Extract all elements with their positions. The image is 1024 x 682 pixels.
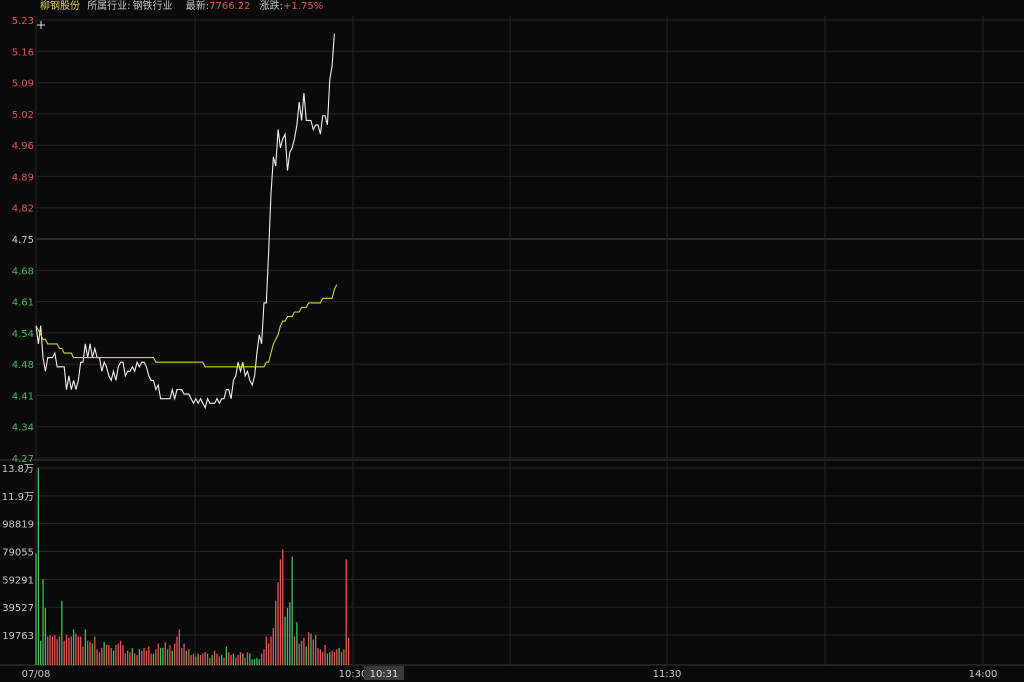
price-tick-label: 4.89 <box>12 172 34 183</box>
volume-tick-label: 39527 <box>2 603 34 614</box>
crosshair: 10:31 <box>37 21 404 680</box>
change-value: +1.75% <box>283 1 324 12</box>
price-tick-label: 4.68 <box>12 266 34 277</box>
time-tick-label: 07/08 <box>22 669 51 680</box>
time-axis: 07/08 10:30 11:30 14:00 <box>22 669 998 680</box>
price-tick-label: 5.09 <box>12 79 34 90</box>
price-tick-label: 4.75 <box>12 235 34 246</box>
price-tick-label: 4.82 <box>12 204 34 215</box>
volume-tick-label: 19763 <box>2 631 34 642</box>
time-tick-label: 10:30 <box>339 669 368 680</box>
time-tick-label: 14:00 <box>969 669 998 680</box>
price-tick-label: 4.96 <box>12 141 34 152</box>
average-price-line <box>35 284 338 368</box>
stock-name[interactable]: 柳钢股份 <box>40 1 80 12</box>
volume-tick-label: 79055 <box>2 548 34 559</box>
latest-value: 7766.22 <box>209 1 251 12</box>
industry-value: 钢铁行业 <box>132 1 173 12</box>
latest-label: 最新: <box>185 1 210 12</box>
price-tick-label: 4.54 <box>12 329 34 340</box>
price-axis: 5.23 5.16 5.09 5.02 4.96 4.89 4.82 4.75 4.68 4.61… <box>12 16 34 465</box>
crosshair-time-box <box>364 666 404 680</box>
price-lines <box>35 33 338 410</box>
stock-header: 柳钢股份 所属行业: 钢铁行业 最新:7766.22 涨跌:+1.75% <box>0 0 1024 16</box>
crosshair-time-label: 10:31 <box>370 669 399 680</box>
volume-tick-label: 98819 <box>2 520 34 531</box>
price-tick-label: 4.27 <box>12 454 34 465</box>
price-tick-label: 4.61 <box>12 298 34 309</box>
price-tick-label: 4.41 <box>12 391 34 402</box>
price-tick-label: 4.48 <box>12 360 34 371</box>
industry-label: 所属行业: <box>87 1 131 12</box>
volume-bars <box>35 468 350 665</box>
volume-tick-label: 11.9万 <box>2 492 34 503</box>
volume-tick-label: 59291 <box>2 575 34 586</box>
price-tick-label: 5.16 <box>12 47 34 58</box>
volume-axis: 13.8万 11.9万 98819 79055 59291 39527 19763 <box>2 464 34 642</box>
price-tick-label: 5.02 <box>12 110 34 121</box>
price-tick-label: 4.34 <box>12 423 34 434</box>
time-tick-label: 11:30 <box>653 669 682 680</box>
volume-tick-label: 13.8万 <box>2 464 34 475</box>
grid-layer <box>0 16 1024 666</box>
price-line <box>35 33 335 410</box>
change-label: 涨跌: <box>259 1 284 12</box>
price-tick-label: 5.23 <box>12 16 34 27</box>
